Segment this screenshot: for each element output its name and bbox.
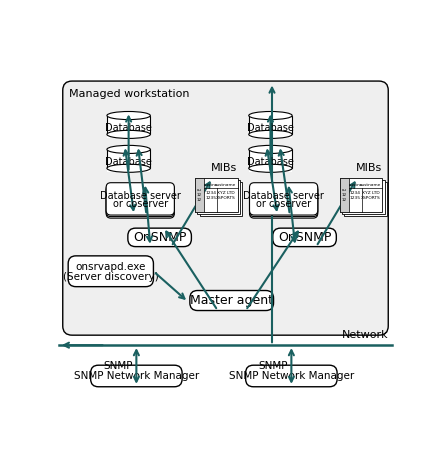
Text: 1234: 1234: [205, 191, 216, 195]
Text: Database: Database: [105, 157, 152, 167]
Bar: [340, 178, 382, 212]
Text: Master agent: Master agent: [190, 294, 273, 307]
Text: custname: custname: [215, 183, 237, 187]
Ellipse shape: [107, 130, 150, 138]
Bar: [107, 115, 150, 134]
Bar: [107, 133, 150, 138]
Text: SNMP Network Manager: SNMP Network Manager: [74, 371, 199, 381]
FancyBboxPatch shape: [249, 183, 318, 215]
Text: SNMP: SNMP: [259, 361, 288, 371]
Text: Database: Database: [247, 123, 294, 133]
Text: Database server: Database server: [100, 191, 181, 201]
FancyBboxPatch shape: [63, 81, 388, 335]
FancyBboxPatch shape: [190, 290, 274, 311]
Text: SNMP: SNMP: [275, 208, 304, 218]
FancyBboxPatch shape: [68, 256, 154, 287]
Bar: [340, 178, 349, 212]
Bar: [249, 149, 292, 168]
FancyBboxPatch shape: [106, 184, 174, 216]
Bar: [199, 182, 242, 216]
Bar: [342, 180, 385, 214]
Ellipse shape: [249, 145, 292, 153]
Text: XSPORTS: XSPORTS: [361, 196, 381, 200]
Text: 1235: 1235: [350, 196, 361, 200]
Text: 1235: 1235: [205, 196, 216, 200]
Text: SNMP: SNMP: [104, 361, 133, 371]
Bar: [249, 115, 292, 134]
Text: onsrvapd.exe: onsrvapd.exe: [76, 262, 146, 272]
Bar: [345, 182, 387, 216]
Ellipse shape: [249, 130, 292, 138]
Ellipse shape: [249, 164, 292, 172]
Text: custno: custno: [203, 183, 218, 187]
Bar: [249, 167, 292, 171]
Text: (Server discovery): (Server discovery): [63, 272, 159, 282]
Text: OnSNMP: OnSNMP: [133, 231, 186, 244]
Text: or coserver: or coserver: [113, 199, 168, 209]
FancyBboxPatch shape: [273, 228, 336, 247]
Text: custno: custno: [348, 183, 363, 187]
Bar: [249, 133, 292, 138]
Text: XYZ LTD: XYZ LTD: [217, 191, 235, 195]
FancyBboxPatch shape: [91, 365, 182, 387]
Text: custname: custname: [360, 183, 381, 187]
Text: 1234: 1234: [350, 191, 361, 195]
Text: OnSNMP: OnSNMP: [278, 231, 331, 244]
Ellipse shape: [107, 111, 150, 120]
Text: SNMP Network Manager: SNMP Network Manager: [229, 371, 354, 381]
FancyBboxPatch shape: [246, 365, 337, 387]
Ellipse shape: [107, 164, 150, 172]
Text: Network: Network: [341, 330, 388, 340]
FancyBboxPatch shape: [249, 186, 318, 218]
Ellipse shape: [249, 111, 292, 120]
Text: or coserver: or coserver: [256, 199, 311, 209]
Ellipse shape: [107, 145, 150, 153]
Text: cu
12
12: cu 12 12: [197, 189, 202, 202]
Text: cu
12
12: cu 12 12: [342, 189, 347, 202]
Bar: [107, 149, 150, 168]
Bar: [195, 178, 204, 212]
Text: MIBs: MIBs: [356, 163, 382, 174]
Text: Database: Database: [105, 123, 152, 133]
FancyBboxPatch shape: [128, 228, 191, 247]
Text: Database: Database: [247, 157, 294, 167]
Text: Managed workstation: Managed workstation: [69, 89, 190, 99]
FancyBboxPatch shape: [106, 186, 174, 218]
FancyBboxPatch shape: [249, 184, 318, 216]
Text: Database server: Database server: [243, 191, 324, 201]
Text: XYZ LTD: XYZ LTD: [362, 191, 380, 195]
Text: MIBs: MIBs: [211, 163, 237, 174]
Text: XSPORTS: XSPORTS: [216, 196, 236, 200]
Bar: [197, 180, 240, 214]
FancyBboxPatch shape: [106, 183, 174, 215]
Bar: [107, 167, 150, 171]
Bar: [195, 178, 238, 212]
